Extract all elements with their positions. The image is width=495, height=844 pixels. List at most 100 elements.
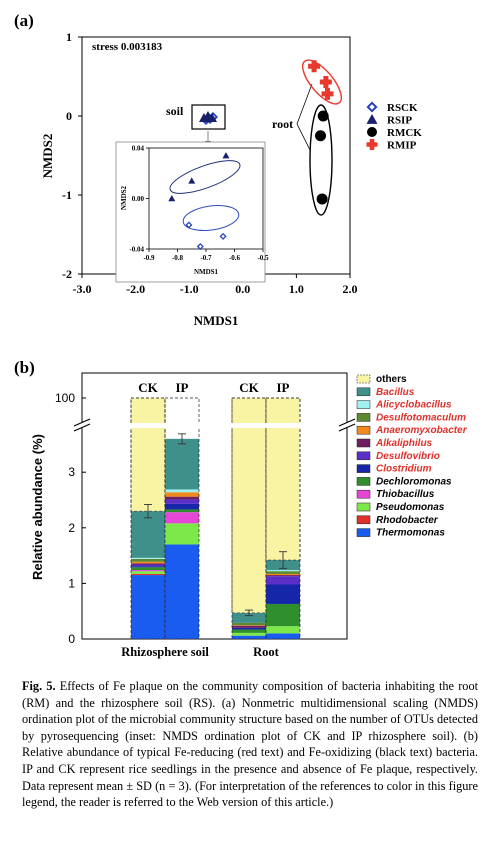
inset-x-ticks: -0.9 -0.8 -0.7 -0.6 -0.5 <box>143 249 269 262</box>
inset-rsip-ellipse <box>169 160 241 194</box>
bar-segment-pseudomonas <box>165 523 199 545</box>
point-rmck <box>315 130 327 142</box>
group-label-root: Root <box>253 645 280 659</box>
inset-y-ticks: 0.04 0.00 -0.04 <box>129 145 149 254</box>
stress-value: stress 0.003183 <box>92 41 163 53</box>
y-tick-label: -2 <box>62 267 72 281</box>
legend-swatch-alicyclobacillus <box>356 400 371 409</box>
inset-x-tick-label: -0.6 <box>229 254 241 262</box>
inset-rsck-ellipse <box>182 204 240 232</box>
legend-swatch-pseudomonas <box>356 502 371 512</box>
nmds-y-axis-label: NMDS2 <box>40 134 55 179</box>
rmip-cluster-ellipse <box>302 59 342 105</box>
y-tick-label: 2 <box>68 521 75 535</box>
bar-segment-desulfotomaculum <box>266 571 300 574</box>
x-tick-label: -3.0 <box>73 282 92 296</box>
nmds-panel: (a) -3.0 -2.0 -1.0 0.0 1.0 2.0 1 0 -1 -2 NMDS1 N… <box>14 11 422 328</box>
inset-point-rsip <box>188 177 196 184</box>
y-tick-label: 3 <box>68 465 75 479</box>
bar-segment-dechloromonas <box>165 509 199 513</box>
bar-plot-frame <box>81 372 348 640</box>
legend-swatch-anaeromyxobacter <box>356 425 371 435</box>
y-tick-label: 0 <box>66 109 72 123</box>
inset-point-rsck-inner <box>198 244 203 249</box>
bar-segment-others <box>265 397 301 561</box>
inset-point-rsip <box>168 195 176 202</box>
legend-label-others: others <box>376 374 407 385</box>
legend-marker-rsck <box>366 101 378 113</box>
inset-point-rsip <box>222 152 230 159</box>
caption-label: Fig. 5. <box>22 679 56 693</box>
bar-segment-bacillus <box>232 612 266 623</box>
bar-segment-thermomonas <box>165 544 199 639</box>
legend-label-dechloromonas: Dechloromonas <box>376 476 452 487</box>
bar-outline <box>265 397 301 640</box>
inset-x-tick-label: -0.5 <box>257 254 269 262</box>
inset-point-rsck <box>196 242 204 250</box>
bar-segment-clostridium <box>131 566 165 568</box>
bar-segment-anaeromyxobacter <box>131 561 165 564</box>
x-tick-label: -2.0 <box>126 282 145 296</box>
bar-segment-thermomonas <box>131 575 165 639</box>
bar-segment-desulfovibrio <box>165 499 199 504</box>
legend-swatch-dechloromonas <box>356 477 371 486</box>
bar-group-labels: Rhizosphere soil Root <box>121 645 279 659</box>
bar-segment-bacillus <box>131 511 165 558</box>
point-rsip <box>207 113 217 122</box>
group-label-rhizosphere-soil: Rhizosphere soil <box>121 645 209 659</box>
panel-b-label: (b) <box>14 358 35 377</box>
legend-label-alicyclobacillus: Alicyclobacillus <box>375 400 452 411</box>
legend-label-thiobacillus: Thiobacillus <box>376 489 435 500</box>
bar-segment-anaeromyxobacter <box>266 573 300 576</box>
y-tick-label: -1 <box>62 188 72 202</box>
bar-category-label: IP <box>277 380 290 395</box>
bar-segment-alicyclobacillus <box>165 489 199 493</box>
legend-label-clostridium: Clostridium <box>376 464 432 475</box>
soil-annotation: soil <box>166 104 184 118</box>
inset-y-axis-label: NMDS2 <box>120 185 128 210</box>
legend-label-pseudomonas: Pseudomonas <box>376 502 445 513</box>
legend-label-thermomonas: Thermomonas <box>376 528 445 539</box>
bar-segment-clostridium <box>165 503 199 510</box>
bar-segment-dechloromonas <box>131 567 165 571</box>
legend-marker-rmip <box>366 139 378 150</box>
stacked-bars <box>130 397 301 640</box>
bar-segment-anaeromyxobacter <box>232 625 266 626</box>
nmds-x-axis-label: NMDS1 <box>194 313 239 328</box>
bar-category-label: CK <box>239 380 259 395</box>
inset-point-rsck <box>219 232 227 240</box>
legend-label-rmck: RMCK <box>387 127 422 139</box>
caption-text: Effects of Fe plaque on the community co… <box>22 679 479 810</box>
x-tick-label: 2.0 <box>343 282 358 296</box>
legend-swatch-clostridium <box>356 464 371 473</box>
bar-outline <box>231 397 267 640</box>
legend-label-alkaliphilus: Alkaliphilus <box>375 438 433 449</box>
panel-a-label: (a) <box>14 11 34 30</box>
bar-segment-rhodobacter <box>131 573 165 576</box>
bar-segment-desulfotomaculum <box>131 558 165 562</box>
legend-swatch-thiobacillus <box>356 489 371 499</box>
bar-segment-thiobacillus <box>165 512 199 524</box>
inset-y-tick-label: -0.04 <box>129 246 144 254</box>
inset-points <box>168 152 230 250</box>
legend-label-rsip: RSIP <box>387 115 412 127</box>
bar-segment-alicyclobacillus <box>131 557 165 559</box>
y-tick-label: 0 <box>68 632 75 646</box>
legend-swatch-others <box>356 374 371 384</box>
x-tick-label: 0.0 <box>235 282 250 296</box>
abundance-y-axis-label: Relative abundance (%) <box>30 434 45 580</box>
abundance-y-ticks: 0 1 2 3 100 <box>55 391 86 646</box>
axis-break-mark-left-1 <box>73 418 91 427</box>
legend-label-rhodobacter: Rhodobacter <box>376 515 439 526</box>
nmds-x-ticks: -3.0 -2.0 -1.0 0.0 1.0 2.0 <box>73 274 358 296</box>
inset-point-rsck-inner <box>187 223 191 227</box>
point-rmck <box>316 193 328 205</box>
axis-break-band <box>70 423 360 428</box>
legend-label-desulfovibrio: Desulfovibrio <box>376 451 440 462</box>
y-tick-label: 1 <box>68 576 75 590</box>
bar-segment-thiobacillus <box>131 570 165 572</box>
legend-label-rsck: RSCK <box>387 102 418 114</box>
axis-break-mark-right-1 <box>338 418 356 427</box>
abundance-legend: others Bacillus AlicyclobacillusDesulfotom… <box>356 374 468 539</box>
